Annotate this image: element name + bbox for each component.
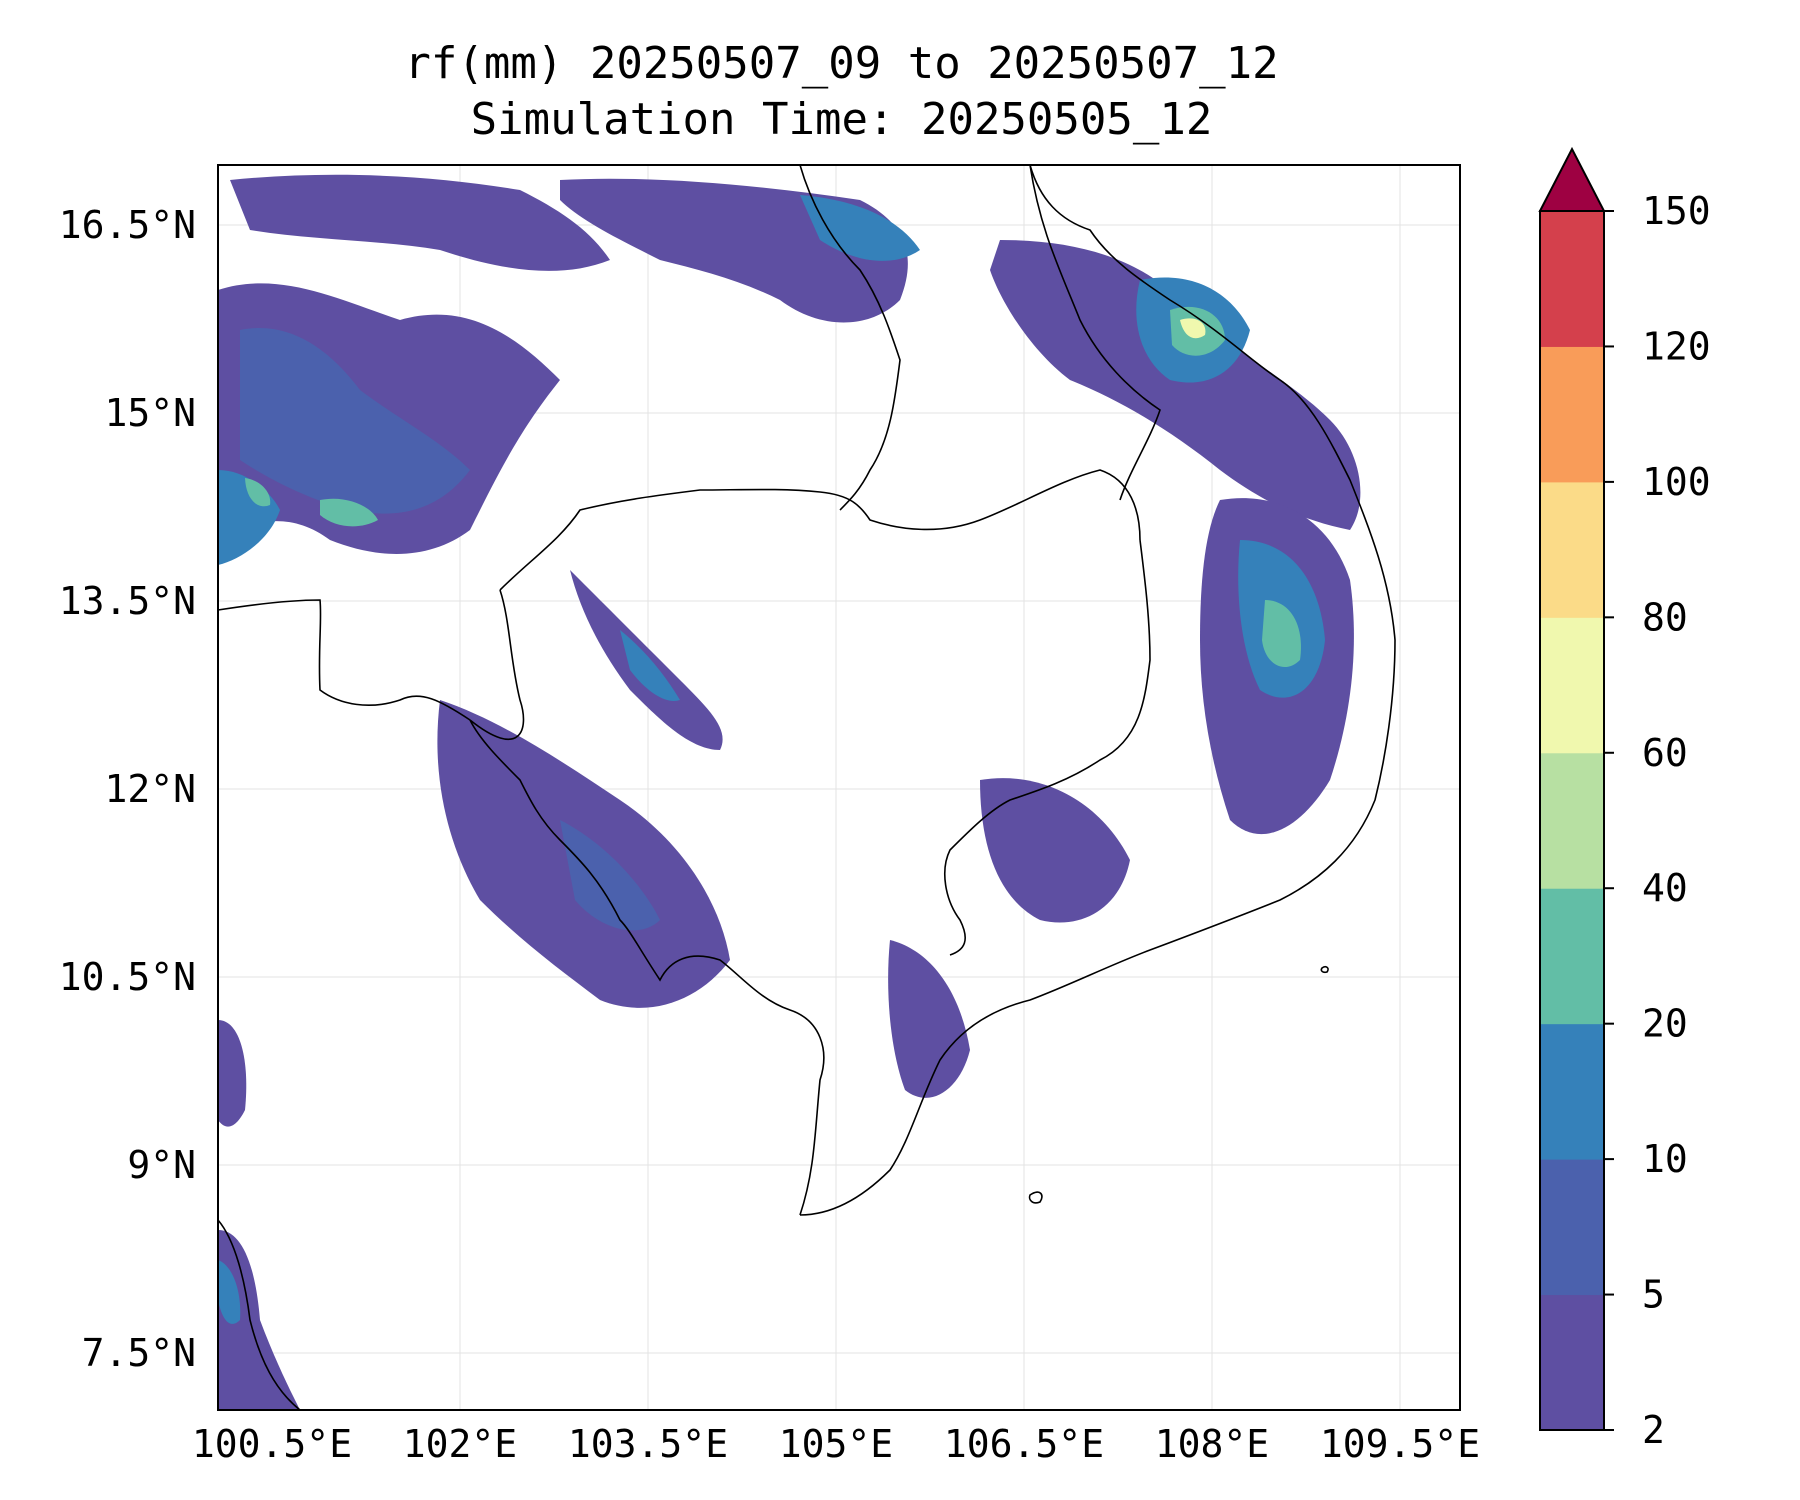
colorbar-label: 120 bbox=[1642, 324, 1711, 368]
colorbar-extend-arrow bbox=[1538, 146, 1606, 212]
coastlines-and-borders bbox=[217, 164, 1396, 1411]
lat-tick-label: 9°N bbox=[127, 1143, 196, 1187]
rain-area bbox=[320, 498, 378, 527]
lon-tick-label: 102°E bbox=[403, 1422, 517, 1466]
rain-area bbox=[218, 1230, 300, 1410]
colorbar-label: 100 bbox=[1642, 460, 1711, 504]
lat-tick-label: 15°N bbox=[104, 391, 196, 435]
rain-area bbox=[245, 478, 271, 507]
lon-tick-label: 105°E bbox=[779, 1422, 893, 1466]
lon-tick-label: 109.5°E bbox=[1320, 1422, 1480, 1466]
rain-area bbox=[1262, 600, 1301, 668]
rain-area bbox=[218, 1020, 247, 1127]
rain-area bbox=[620, 630, 680, 701]
colorbar-segment bbox=[1540, 346, 1604, 483]
colorbar: 2 5 10 20 40 60 80 100 120 150 bbox=[1538, 146, 1711, 1452]
rain-area bbox=[800, 195, 920, 261]
colorbar-label: 40 bbox=[1642, 866, 1688, 910]
colorbar-label: 10 bbox=[1642, 1137, 1688, 1181]
rain-area bbox=[218, 1260, 241, 1324]
lat-tick-label: 7.5°N bbox=[82, 1331, 196, 1375]
lon-tick-label: 100.5°E bbox=[192, 1422, 352, 1466]
border-cambodia-north bbox=[499, 469, 1141, 591]
coastline-west bbox=[469, 719, 825, 1216]
colorbar-segment bbox=[1540, 211, 1604, 347]
lon-tick-label: 103.5°E bbox=[568, 1422, 728, 1466]
map-frame bbox=[217, 164, 1461, 1411]
coastline-vietnam bbox=[799, 164, 1396, 1216]
latitude-axis: 16.5°N 15°N 13.5°N 12°N 10.5°N 9°N 7.5°N bbox=[59, 203, 196, 1375]
rain-area bbox=[230, 174, 610, 271]
colorbar-label: 5 bbox=[1642, 1273, 1665, 1317]
coastline-gulf bbox=[217, 599, 471, 721]
rain-area bbox=[980, 778, 1130, 923]
colorbar-label: 2 bbox=[1642, 1408, 1665, 1452]
colorbar-segment bbox=[1540, 1294, 1604, 1431]
longitude-axis: 100.5°E 102°E 103.5°E 105°E 106.5°E 108°… bbox=[192, 1422, 1480, 1466]
colorbar-label: 60 bbox=[1642, 731, 1688, 775]
lat-tick-label: 13.5°N bbox=[59, 579, 196, 623]
rainfall-field bbox=[218, 174, 1361, 1410]
rain-area bbox=[560, 820, 660, 931]
chart-title: rf(mm) 20250507_09 to 20250507_12 Simula… bbox=[0, 36, 1683, 148]
island bbox=[1320, 965, 1329, 974]
border-laos-vietnam bbox=[1029, 164, 1161, 501]
colorbar-label: 80 bbox=[1642, 595, 1688, 639]
title-line-1: rf(mm) 20250507_09 to 20250507_12 bbox=[404, 38, 1279, 89]
colorbar-label: 150 bbox=[1642, 189, 1711, 233]
colorbar-label: 20 bbox=[1642, 1002, 1688, 1046]
colorbar-segment bbox=[1540, 888, 1604, 1025]
border-laos-thailand bbox=[799, 164, 901, 511]
colorbar-segment bbox=[1540, 1159, 1604, 1296]
colorbar-segment bbox=[1540, 617, 1604, 754]
lon-tick-label: 108°E bbox=[1155, 1422, 1269, 1466]
border-thailand-cambodia bbox=[469, 589, 525, 741]
lat-tick-label: 12°N bbox=[104, 767, 196, 811]
colorbar-segment bbox=[1540, 1023, 1604, 1160]
colorbar-segment bbox=[1540, 481, 1604, 618]
rain-area bbox=[888, 940, 970, 1098]
lon-tick-label: 106.5°E bbox=[944, 1422, 1104, 1466]
coastline-peninsula bbox=[217, 1219, 301, 1411]
lat-tick-label: 10.5°N bbox=[59, 955, 196, 999]
border-cambodia-east bbox=[944, 539, 1151, 956]
colorbar-frame bbox=[1539, 210, 1605, 1431]
title-line-2: Simulation Time: 20250505_12 bbox=[470, 94, 1213, 145]
rain-area bbox=[240, 328, 470, 514]
rain-area bbox=[990, 240, 1361, 530]
rain-area bbox=[1180, 318, 1206, 339]
colorbar-segment bbox=[1540, 752, 1604, 889]
lat-tick-label: 16.5°N bbox=[59, 203, 196, 247]
island bbox=[1028, 1191, 1043, 1204]
